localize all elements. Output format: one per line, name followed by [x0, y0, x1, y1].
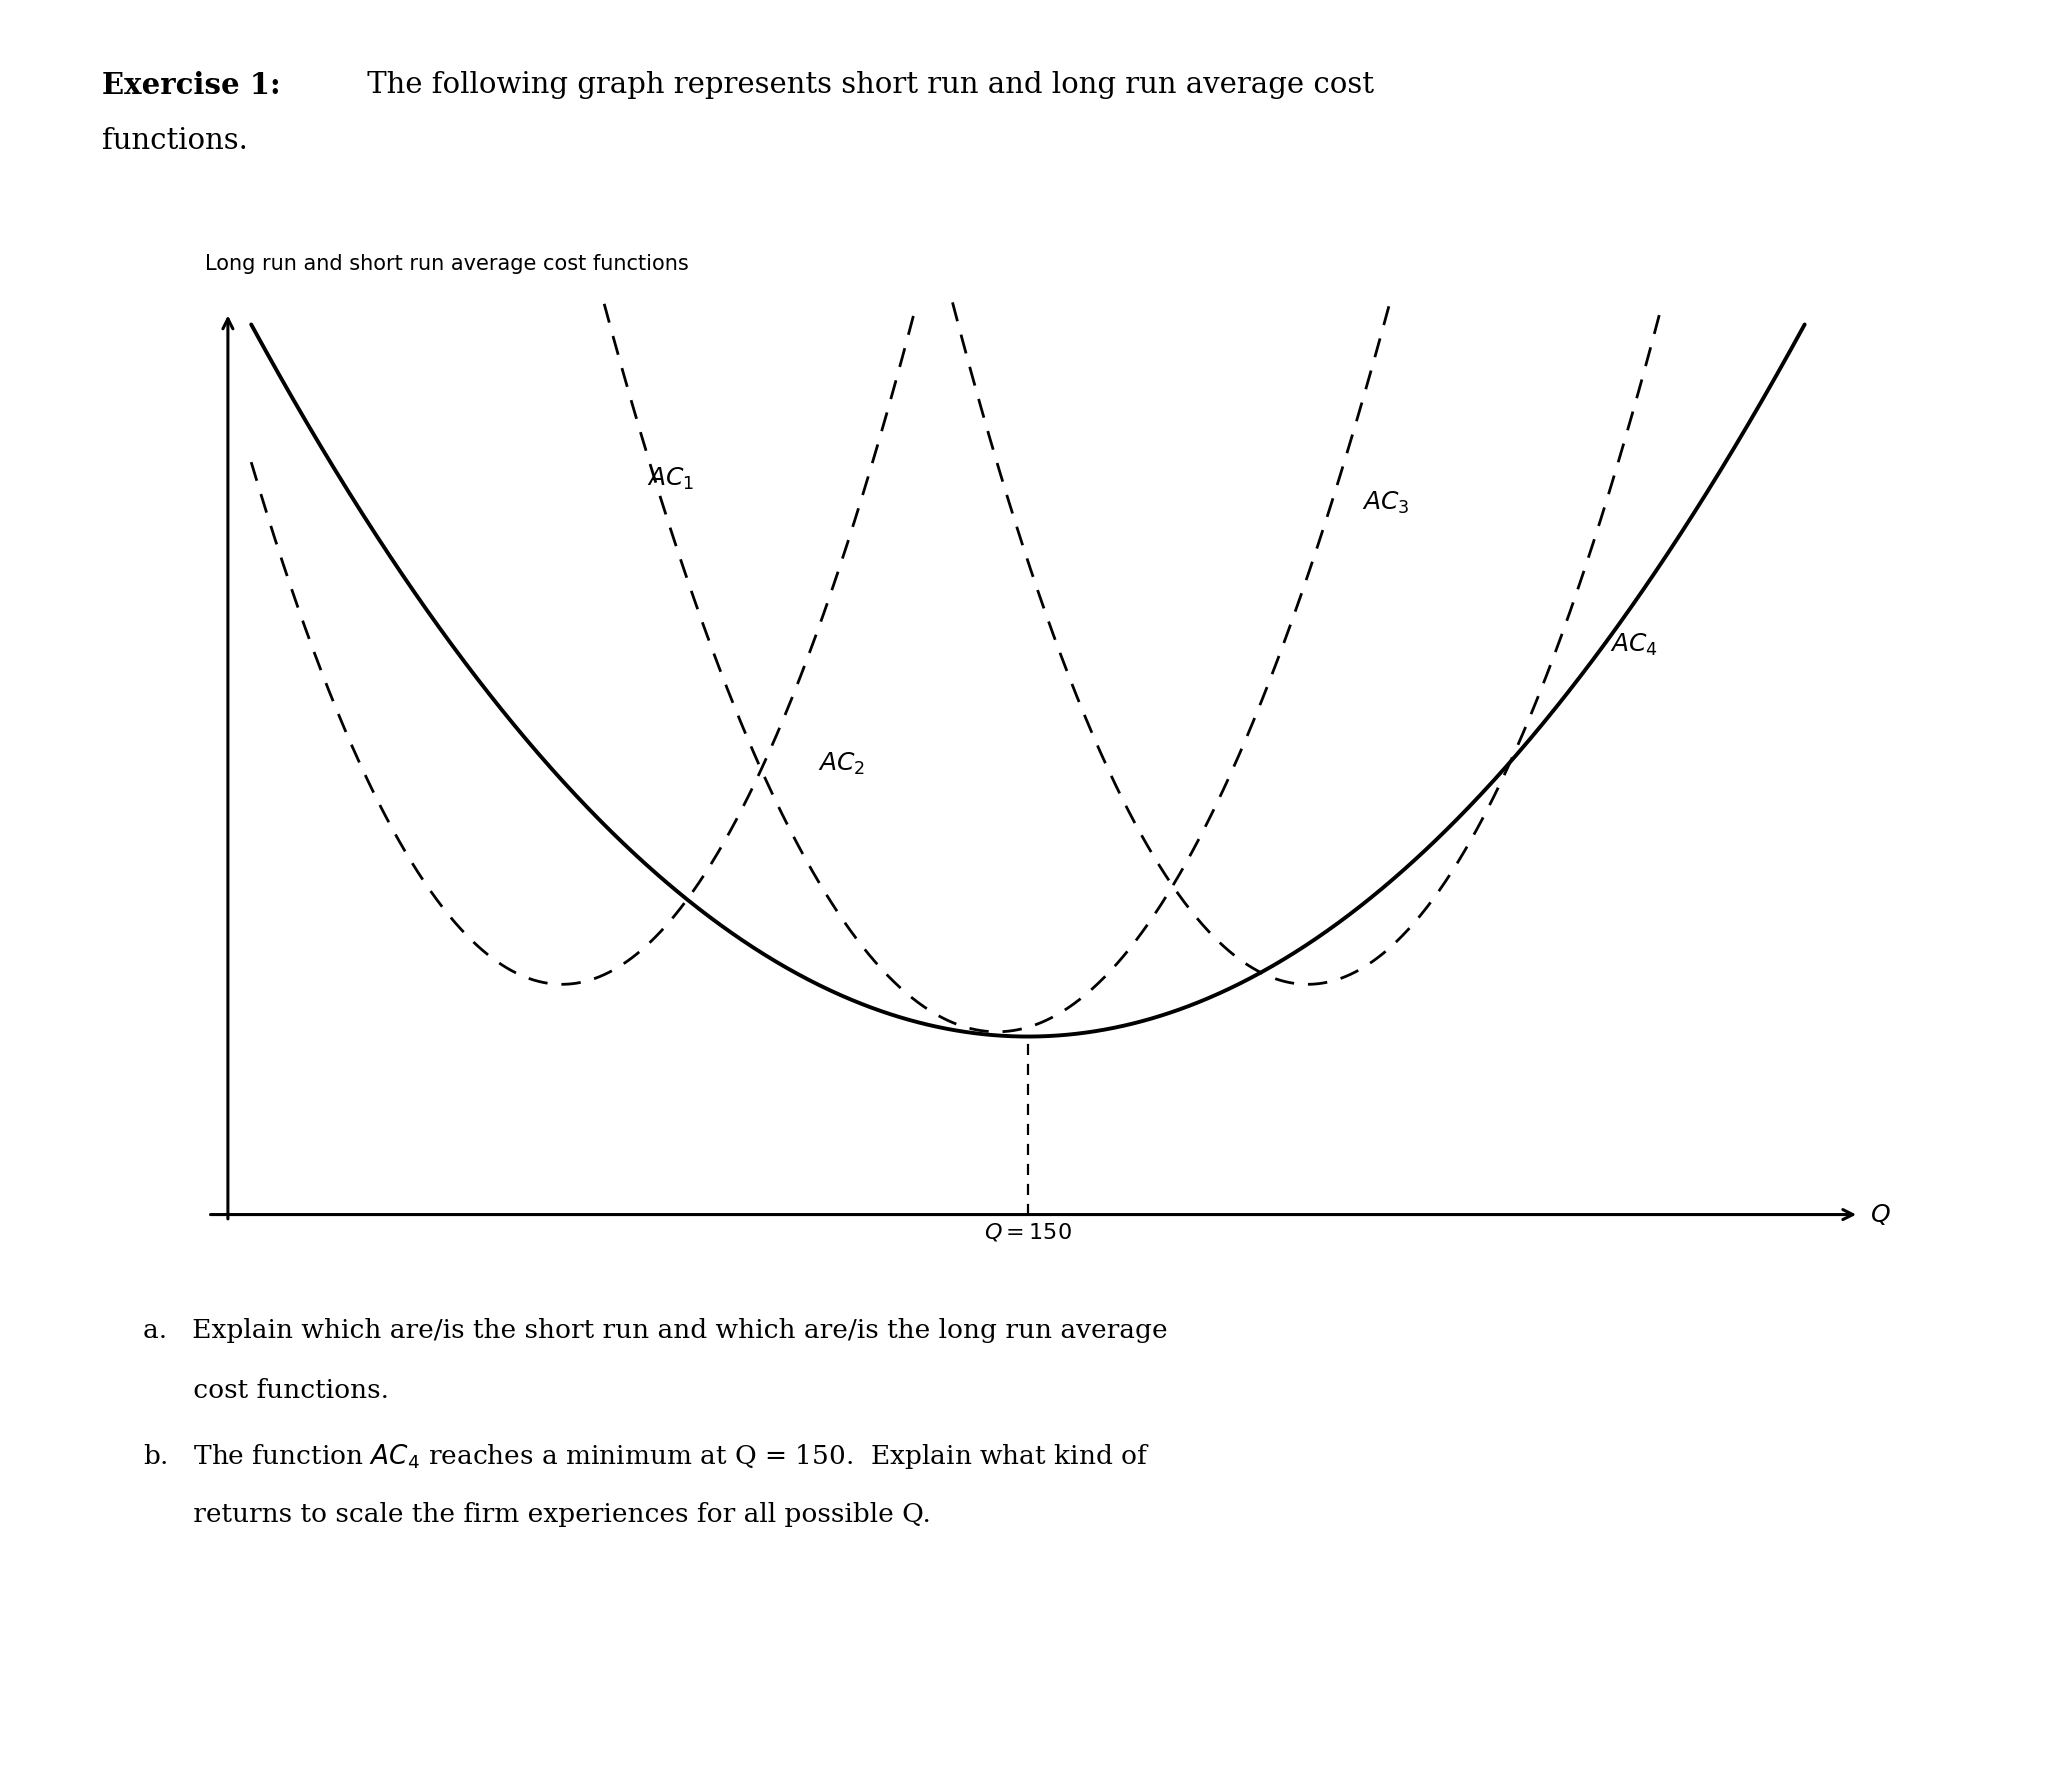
- Text: cost functions.: cost functions.: [143, 1378, 389, 1403]
- Text: $AC_3$: $AC_3$: [1363, 490, 1410, 515]
- Text: $AC_2$: $AC_2$: [818, 750, 865, 777]
- Text: Exercise 1:: Exercise 1:: [102, 71, 280, 99]
- Text: returns to scale the firm experiences for all possible Q.: returns to scale the firm experiences fo…: [143, 1502, 931, 1527]
- Text: $AC_1$: $AC_1$: [647, 465, 696, 492]
- Text: $Q = 150$: $Q = 150$: [984, 1222, 1072, 1244]
- Text: b.   The function $AC_4$ reaches a minimum at Q = 150.  Explain what kind of: b. The function $AC_4$ reaches a minimum…: [143, 1442, 1150, 1470]
- Text: $Q$: $Q$: [1870, 1203, 1891, 1228]
- Text: $AC_4$: $AC_4$: [1610, 632, 1659, 658]
- Text: a.   Explain which are/is the short run and which are/is the long run average: a. Explain which are/is the short run an…: [143, 1318, 1168, 1343]
- Text: The following graph represents short run and long run average cost: The following graph represents short run…: [358, 71, 1375, 99]
- Text: Long run and short run average cost functions: Long run and short run average cost func…: [205, 255, 687, 274]
- Text: functions.: functions.: [102, 127, 248, 156]
